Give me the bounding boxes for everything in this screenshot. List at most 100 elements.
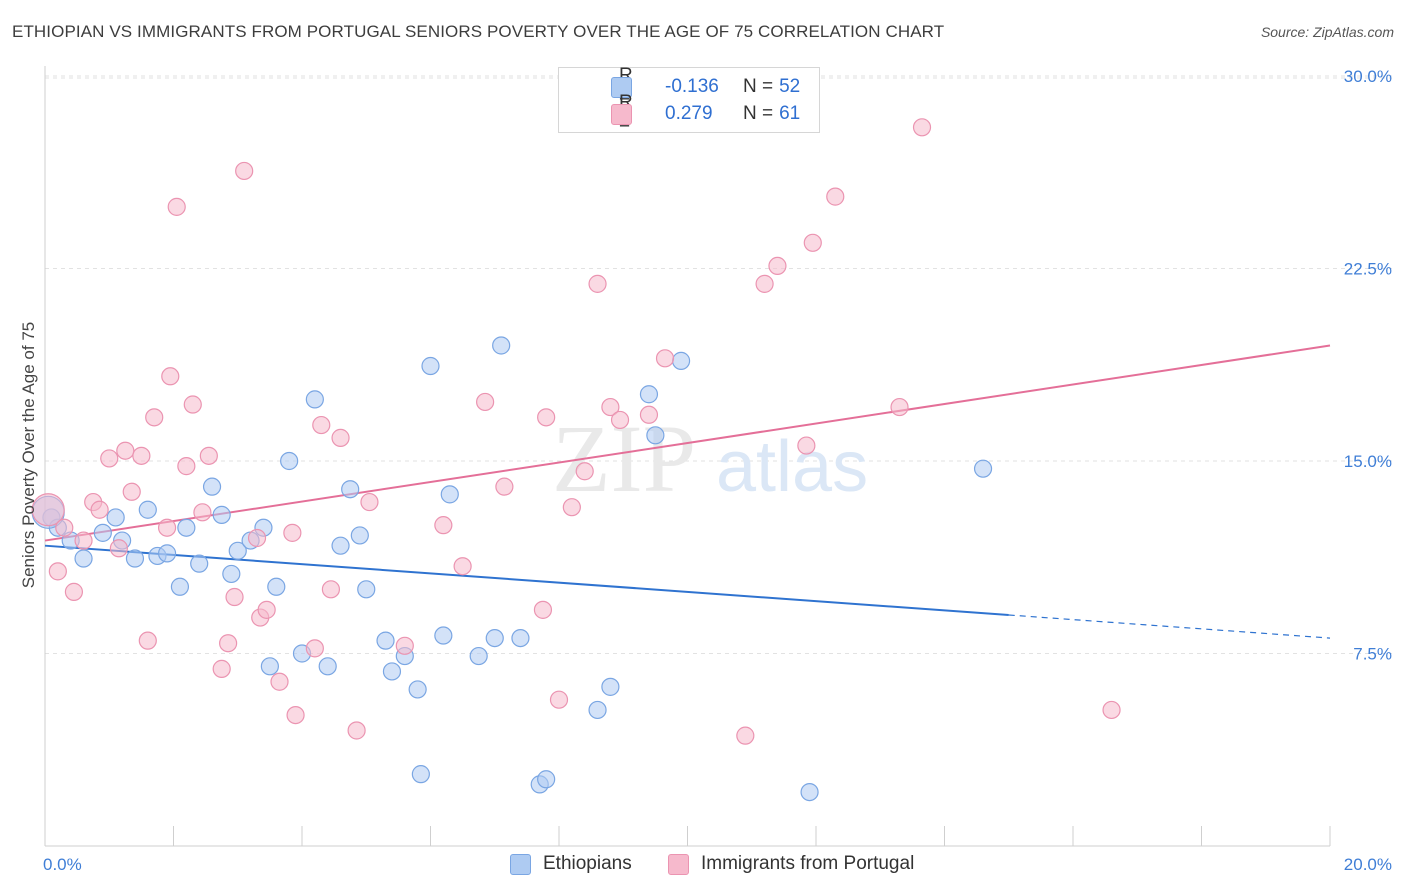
ethiopians-point bbox=[228, 541, 247, 560]
ethiopians-trend-line bbox=[44, 544, 1009, 616]
watermark-atlas: atlas bbox=[716, 427, 868, 507]
portugal-point bbox=[347, 721, 366, 740]
portugal-point bbox=[199, 446, 218, 465]
legend-row-portugal: R = 0.279 N = 61 bbox=[585, 92, 801, 135]
portugal-point bbox=[225, 587, 244, 607]
ethiopians-point bbox=[469, 646, 488, 666]
ethiopians-point bbox=[190, 554, 209, 573]
portugal-point bbox=[797, 436, 816, 455]
ethiopians-point bbox=[411, 765, 430, 784]
ethiopians-point bbox=[588, 700, 607, 720]
correlation-legend: R = -0.136 N = 52 R = 0.279 N = 61 bbox=[558, 65, 820, 135]
ethiopians-point bbox=[671, 351, 691, 370]
ethiopians-trend-extension bbox=[1008, 614, 1331, 639]
bottom-legend-swatch-portugal bbox=[668, 853, 689, 875]
bottom-legend-label: Ethiopians bbox=[543, 853, 632, 874]
portugal-point bbox=[257, 600, 276, 619]
legend-swatch-portugal bbox=[611, 104, 632, 125]
legend-n-label: N = bbox=[743, 76, 774, 97]
portugal-point bbox=[270, 672, 289, 691]
y-tick-label: 30.0% bbox=[1344, 67, 1392, 86]
x-tick-label: 0.0% bbox=[43, 855, 82, 874]
chart-title: ETHIOPIAN VS IMMIGRANTS FROM PORTUGAL SE… bbox=[12, 22, 945, 41]
portugal-point bbox=[235, 161, 254, 181]
ethiopians-point bbox=[267, 577, 286, 596]
portugal-trend-line bbox=[44, 344, 1331, 542]
ethiopians-point bbox=[177, 518, 196, 537]
portugal-point bbox=[655, 349, 675, 368]
ethiopians-point bbox=[350, 526, 369, 545]
ethiopians-point bbox=[106, 508, 125, 527]
portugal-point bbox=[562, 498, 581, 517]
bottom-legend-label: Immigrants from Portugal bbox=[701, 853, 915, 874]
portugal-point bbox=[768, 256, 787, 276]
portugal-point bbox=[167, 197, 186, 216]
portugal-point bbox=[495, 477, 514, 496]
legend-n-label: N = bbox=[743, 103, 774, 124]
portugal-point bbox=[177, 457, 196, 476]
ethiopians-point bbox=[421, 356, 440, 376]
portugal-point bbox=[193, 503, 212, 522]
ethiopians-point bbox=[157, 544, 177, 563]
ethiopians-point bbox=[440, 485, 459, 504]
legend-n-value: 61 bbox=[779, 103, 801, 124]
ethiopians-point bbox=[973, 459, 993, 478]
ethiopians-point bbox=[341, 480, 360, 499]
ethiopians-point bbox=[212, 505, 231, 524]
portugal-point bbox=[755, 274, 774, 293]
ethiopians-point bbox=[492, 336, 511, 355]
ethiopians-point bbox=[74, 549, 93, 568]
bottom-legend-ethiopians: Ethiopians bbox=[510, 852, 632, 876]
watermark: ZIP atlas bbox=[552, 405, 868, 512]
portugal-point bbox=[90, 500, 109, 519]
portugal-point bbox=[395, 636, 414, 655]
ethiopians-point bbox=[138, 500, 157, 519]
ethiopians-point bbox=[125, 549, 145, 568]
ethiopians-point bbox=[485, 628, 504, 648]
ethiopians-point bbox=[408, 680, 427, 699]
tick-labels: 7.5% 15.0% 22.5% 30.0% 0.0% 20.0% bbox=[43, 67, 1392, 874]
ethiopians-point bbox=[537, 770, 556, 789]
ethiopians-point bbox=[260, 657, 279, 676]
ethiopians-point bbox=[434, 626, 453, 645]
y-tick-label: 22.5% bbox=[1344, 259, 1392, 278]
portugal-point bbox=[145, 408, 164, 427]
portugal-point bbox=[453, 557, 472, 576]
portugal-point bbox=[48, 562, 67, 581]
ethiopians-point bbox=[800, 782, 819, 802]
portugal-point bbox=[247, 528, 267, 548]
y-tick-label: 7.5% bbox=[1353, 644, 1392, 663]
portugal-point bbox=[183, 395, 202, 414]
portugal-point bbox=[588, 274, 607, 293]
ethiopians-point bbox=[646, 426, 665, 445]
portugal-point bbox=[64, 582, 84, 601]
portugal-point bbox=[639, 405, 659, 424]
portugal-point bbox=[826, 187, 845, 206]
portugal-point bbox=[31, 493, 65, 527]
portugal-point bbox=[305, 639, 324, 658]
portugal-point bbox=[157, 518, 177, 537]
portugal-point bbox=[138, 631, 157, 650]
ethiopians-point bbox=[93, 523, 112, 542]
portugal-point bbox=[601, 397, 620, 417]
portugal-point bbox=[74, 531, 93, 550]
ethiopians-point bbox=[382, 662, 402, 681]
portugal-point bbox=[116, 441, 135, 460]
portugal-point bbox=[212, 659, 231, 678]
portugal-point bbox=[803, 233, 822, 252]
portugal-point bbox=[122, 482, 141, 501]
portugal-point bbox=[161, 367, 180, 386]
legend-row-ethiopians: R = -0.136 N = 52 bbox=[585, 65, 800, 108]
portugal-point bbox=[890, 397, 909, 417]
ethiopians-point bbox=[357, 580, 376, 599]
ethiopians-point bbox=[305, 390, 324, 409]
legend-swatch-ethiopians bbox=[611, 77, 632, 98]
portugal-point bbox=[109, 539, 128, 558]
portugal-point bbox=[283, 523, 302, 542]
portugal-point bbox=[533, 600, 553, 619]
portugal-point bbox=[331, 428, 350, 447]
ethiopians-point bbox=[331, 536, 350, 555]
ethiopians-point bbox=[222, 564, 241, 584]
legend-r-value: 0.279 bbox=[665, 103, 713, 124]
ethiopians-point bbox=[202, 477, 222, 496]
